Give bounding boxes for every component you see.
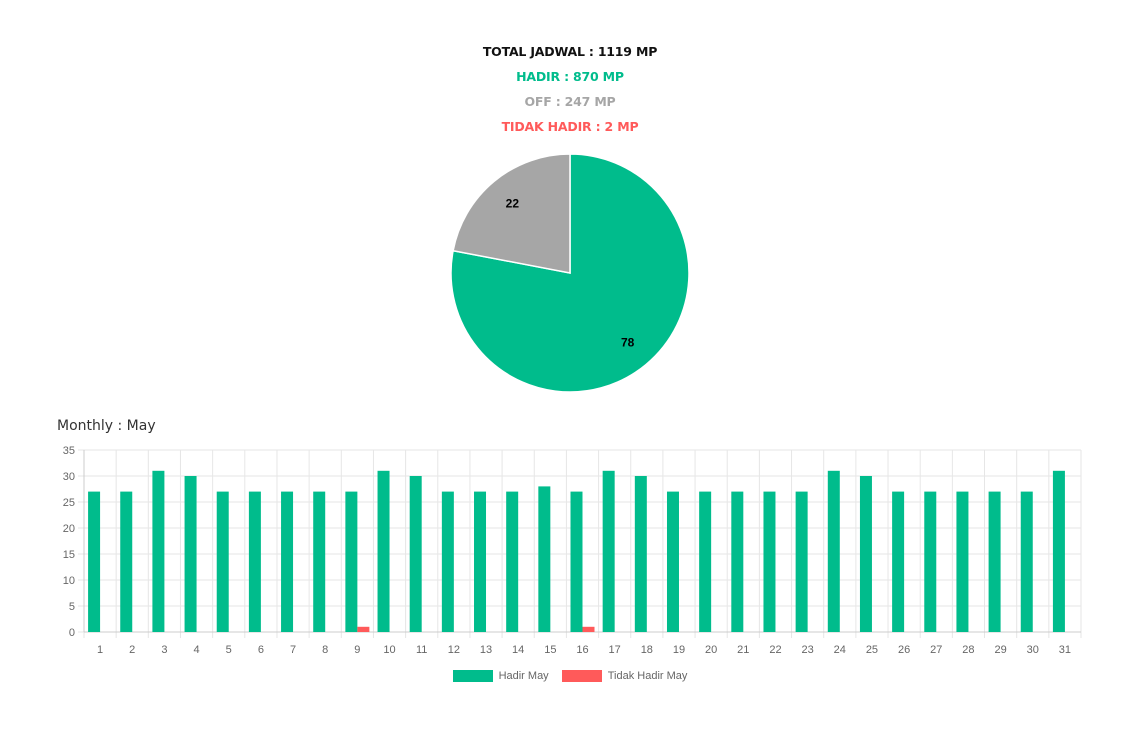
y-tick-label: 0: [69, 627, 75, 639]
x-tick-label: 15: [544, 644, 556, 656]
x-tick-label: 25: [866, 644, 878, 656]
x-tick-label: 2: [129, 644, 135, 656]
monthly-chart-title: Monthly : May: [57, 418, 156, 434]
bar-hadir[interactable]: [763, 491, 776, 632]
x-tick-label: 3: [161, 644, 167, 656]
x-tick-label: 21: [737, 644, 749, 656]
bar-hadir[interactable]: [602, 470, 615, 632]
y-tick-label: 25: [63, 497, 75, 509]
x-tick-label: 19: [673, 644, 685, 656]
x-tick-label: 28: [962, 644, 974, 656]
bar-hadir[interactable]: [666, 491, 679, 632]
bar-hadir[interactable]: [699, 491, 712, 632]
x-tick-label: 26: [898, 644, 910, 656]
x-tick-label: 12: [448, 644, 460, 656]
bar-hadir[interactable]: [634, 476, 647, 632]
x-tick-label: 20: [705, 644, 717, 656]
x-tick-label: 23: [802, 644, 814, 656]
x-tick-label: 11: [416, 644, 427, 656]
bar-hadir[interactable]: [152, 470, 165, 632]
y-tick-label: 10: [63, 575, 75, 587]
y-tick-label: 5: [69, 601, 75, 613]
absent-count-label: TIDAK HADIR : 2 MP: [501, 119, 639, 134]
x-tick-label: 4: [194, 644, 200, 656]
off-count-label: OFF : 247 MP: [524, 94, 616, 109]
x-tick-label: 9: [354, 644, 360, 656]
bar-chart-legend: Hadir May Tidak Hadir May: [0, 670, 1140, 685]
bar-hadir[interactable]: [184, 476, 197, 632]
legend-label-hadir: Hadir May: [498, 670, 549, 682]
bar-hadir[interactable]: [859, 476, 872, 632]
x-tick-label: 7: [290, 644, 296, 656]
bar-hadir[interactable]: [1020, 491, 1033, 632]
pie-slice-22[interactable]: [452, 153, 571, 274]
x-tick-label: 5: [226, 644, 232, 656]
bar-hadir[interactable]: [216, 491, 229, 632]
x-tick-label: 31: [1059, 644, 1071, 656]
y-tick-label: 30: [63, 471, 75, 483]
x-tick-label: 29: [994, 644, 1006, 656]
bar-hadir[interactable]: [924, 491, 937, 632]
bar-hadir[interactable]: [377, 470, 390, 632]
bar-hadir[interactable]: [956, 491, 969, 632]
x-tick-label: 22: [769, 644, 781, 656]
x-tick-label: 24: [834, 644, 846, 656]
bar-hadir[interactable]: [892, 491, 905, 632]
bar-hadir[interactable]: [281, 491, 294, 632]
bar-tidak-hadir[interactable]: [357, 626, 370, 632]
pie-slice-label: 22: [506, 196, 520, 210]
bar-hadir[interactable]: [345, 491, 358, 632]
bar-hadir[interactable]: [827, 470, 840, 632]
bar-tidak-hadir[interactable]: [582, 626, 595, 632]
x-tick-label: 13: [480, 644, 492, 656]
x-tick-label: 1: [97, 644, 103, 656]
x-tick-label: 30: [1027, 644, 1039, 656]
legend-item-hadir[interactable]: Hadir May: [452, 670, 549, 682]
bar-hadir[interactable]: [1052, 470, 1065, 632]
bar-hadir[interactable]: [120, 491, 133, 632]
present-count-label: HADIR : 870 MP: [516, 69, 624, 84]
legend-label-tidak-hadir: Tidak Hadir May: [607, 670, 688, 682]
x-tick-label: 8: [322, 644, 328, 656]
y-tick-label: 35: [63, 445, 75, 457]
legend-swatch-tidak-hadir: [561, 670, 602, 682]
x-tick-label: 27: [930, 644, 942, 656]
bar-hadir[interactable]: [313, 491, 326, 632]
attendance-pie-chart: 78 22: [450, 153, 690, 393]
legend-item-tidak-hadir[interactable]: Tidak Hadir May: [561, 670, 688, 682]
bar-hadir[interactable]: [731, 491, 744, 632]
x-tick-label: 6: [258, 644, 264, 656]
bar-hadir[interactable]: [248, 491, 261, 632]
x-tick-label: 17: [609, 644, 621, 656]
bar-hadir[interactable]: [474, 491, 487, 632]
bar-hadir[interactable]: [88, 491, 101, 632]
bar-hadir[interactable]: [538, 486, 551, 632]
x-tick-label: 16: [576, 644, 588, 656]
bar-hadir[interactable]: [988, 491, 1001, 632]
pie-slice-label: 78: [621, 336, 635, 350]
bar-hadir[interactable]: [441, 491, 454, 632]
x-tick-label: 14: [512, 644, 524, 656]
bar-hadir[interactable]: [795, 491, 808, 632]
bar-hadir[interactable]: [570, 491, 583, 632]
y-tick-label: 20: [63, 523, 75, 535]
bar-hadir[interactable]: [409, 476, 422, 632]
total-schedule-label: TOTAL JADWAL : 1119 MP: [482, 44, 658, 59]
legend-swatch-hadir: [452, 670, 493, 682]
x-tick-label: 10: [383, 644, 395, 656]
y-tick-label: 15: [63, 549, 75, 561]
x-tick-label: 18: [641, 644, 653, 656]
bar-hadir[interactable]: [506, 491, 519, 632]
